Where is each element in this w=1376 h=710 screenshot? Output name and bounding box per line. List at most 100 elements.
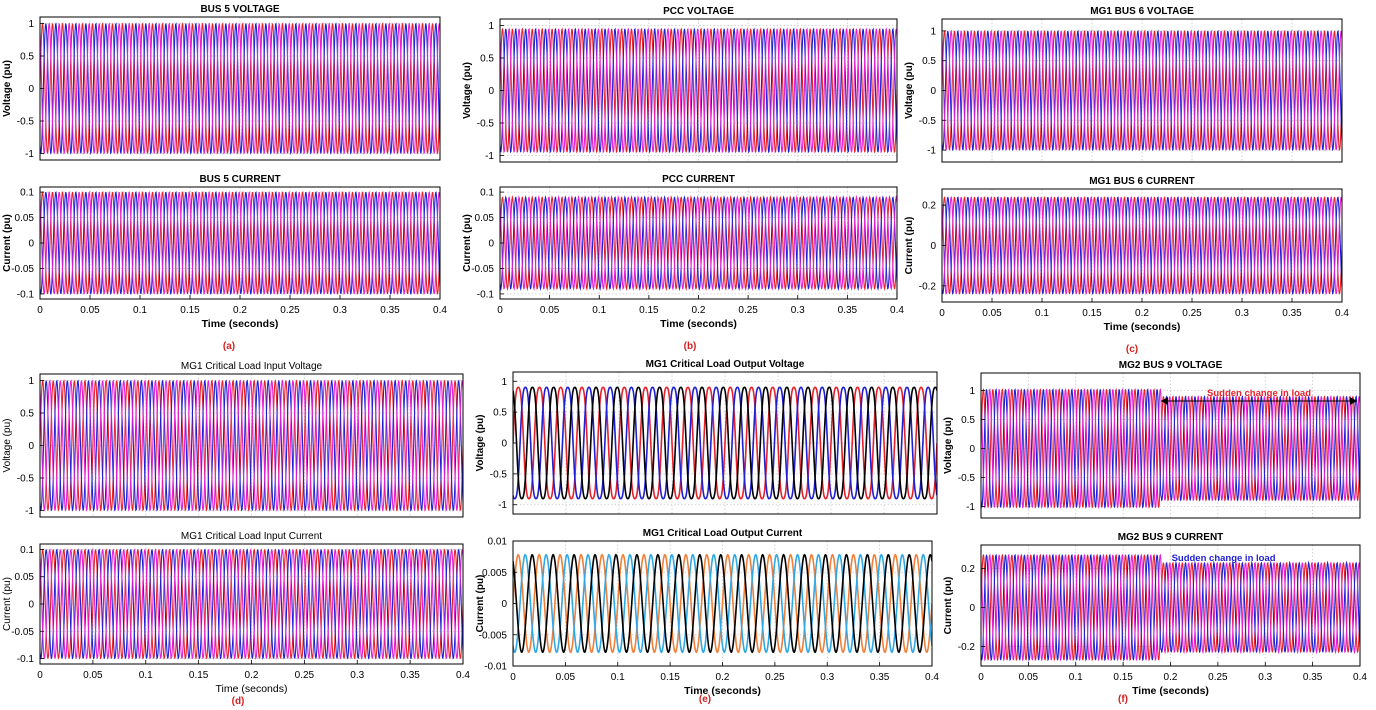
y-tick-label: 0 bbox=[930, 86, 936, 97]
y-tick-label: 0.5 bbox=[922, 56, 936, 67]
series-line-2 bbox=[981, 388, 1360, 509]
y-tick-label: 0.05 bbox=[15, 572, 35, 583]
y-tick-label: -0.5 bbox=[490, 469, 508, 480]
x-tick-label: 0.35 bbox=[400, 670, 420, 681]
y-tick-label: 0 bbox=[28, 441, 34, 452]
x-tick-label: 0.25 bbox=[765, 672, 785, 683]
series-line-2 bbox=[942, 29, 1342, 152]
caption-b: (b) bbox=[684, 341, 697, 352]
y-tick-label: 0.05 bbox=[475, 213, 495, 224]
x-tick-label: 0 bbox=[497, 305, 503, 316]
x-tick-label: 0.3 bbox=[1235, 308, 1249, 319]
y-axis-label: Current (pu) bbox=[2, 577, 13, 631]
x-tick-label: 0 bbox=[510, 672, 516, 683]
x-tick-label: 0.3 bbox=[350, 670, 364, 681]
series-line-3 bbox=[513, 553, 932, 654]
chart-title: BUS 5 VOLTAGE bbox=[200, 4, 279, 15]
x-tick-label: 0.1 bbox=[133, 305, 147, 316]
x-tick-label: 0.3 bbox=[1258, 672, 1272, 683]
x-tick-label: 0.1 bbox=[611, 672, 625, 683]
series-line-2 bbox=[40, 22, 440, 155]
chart-mg2i: -0.2 0 0.2 0 0.05 0.1 0.15 0.2 0.25 0.3 0.35 0.4 MG2… bbox=[943, 532, 1367, 697]
chart-clouti: -0.01 -0.005 0 0.005 0.01 0 0.05 0.1 0.15 0.2 0.25… bbox=[475, 528, 939, 697]
chart-title: PCC VOLTAGE bbox=[663, 6, 734, 17]
y-axis-label: Current (pu) bbox=[2, 214, 13, 272]
x-tick-label: 0.2 bbox=[692, 305, 706, 316]
series-line-3 bbox=[513, 386, 937, 500]
y-axis-label: Voltage (pu) bbox=[2, 419, 13, 473]
x-tick-label: 0.4 bbox=[456, 670, 470, 681]
chart-title: MG1 Critical Load Output Current bbox=[643, 528, 803, 539]
x-tick-label: 0.35 bbox=[838, 305, 858, 316]
x-tick-label: 0.2 bbox=[1135, 308, 1149, 319]
x-axis-label: Time (seconds) bbox=[684, 685, 761, 697]
arrow-head-left bbox=[1161, 397, 1169, 405]
chart-mg1i: -0.2 0 0.2 0 0.05 0.1 0.15 0.2 0.25 0.3 0.35 0.4 MG1… bbox=[904, 176, 1349, 333]
x-tick-label: 0.3 bbox=[791, 305, 805, 316]
y-tick-label: 0.01 bbox=[488, 537, 508, 548]
y-tick-label: 0 bbox=[28, 84, 34, 95]
series-line-3 bbox=[500, 27, 897, 154]
series-line-1 bbox=[40, 548, 463, 660]
y-axis-label: Voltage (pu) bbox=[475, 414, 486, 471]
chart-pccv: -1 -0.5 0 0.5 1 PCC VOLTAGE Voltage (pu) bbox=[462, 6, 898, 163]
y-tick-label: 0.5 bbox=[20, 409, 34, 420]
series-line-1 bbox=[981, 553, 1360, 662]
y-axis-label: Voltage (pu) bbox=[462, 62, 473, 119]
x-tick-label: 0.15 bbox=[639, 305, 659, 316]
x-tick-label: 0.25 bbox=[1208, 672, 1228, 683]
series-line-2 bbox=[40, 379, 463, 512]
x-tick-label: 0.05 bbox=[982, 308, 1002, 319]
x-tick-label: 0.05 bbox=[556, 672, 576, 683]
y-tick-label: 0 bbox=[28, 600, 34, 611]
chart-bus5v: -1 -0.5 0 0.5 1 BUS 5 VOLTAGE Voltage (pu) bbox=[2, 4, 441, 161]
x-tick-label: 0.1 bbox=[139, 670, 153, 681]
series-line-2 bbox=[513, 386, 937, 500]
series-line-3 bbox=[981, 553, 1360, 662]
series-line-2 bbox=[942, 196, 1342, 295]
x-tick-label: 0.2 bbox=[245, 670, 259, 681]
y-tick-label: -0.2 bbox=[919, 281, 937, 292]
y-tick-label: -0.005 bbox=[479, 630, 508, 641]
y-tick-label: 1 bbox=[28, 376, 34, 387]
chart-title: MG1 BUS 6 CURRENT bbox=[1089, 176, 1195, 187]
chart-title: BUS 5 CURRENT bbox=[199, 174, 280, 185]
x-tick-label: 0.35 bbox=[1303, 672, 1323, 683]
y-tick-label: -0.5 bbox=[17, 117, 35, 128]
x-tick-label: 0.4 bbox=[1353, 672, 1367, 683]
series-line-1 bbox=[513, 386, 937, 500]
x-tick-label: 0.3 bbox=[820, 672, 834, 683]
y-axis-label: Voltage (pu) bbox=[2, 60, 13, 117]
chart-title: MG1 BUS 6 VOLTAGE bbox=[1090, 6, 1194, 17]
y-tick-label: -0.1 bbox=[477, 289, 495, 300]
x-tick-label: 0.1 bbox=[592, 305, 606, 316]
y-axis-label: Voltage (pu) bbox=[904, 62, 915, 119]
x-tick-label: 0.05 bbox=[83, 670, 103, 681]
x-tick-label: 0.25 bbox=[738, 305, 758, 316]
y-tick-label: -0.05 bbox=[471, 264, 494, 275]
series-line-2 bbox=[981, 553, 1360, 662]
y-tick-label: 0.05 bbox=[15, 213, 35, 224]
x-tick-label: 0.25 bbox=[280, 305, 300, 316]
series-line-1 bbox=[40, 22, 440, 155]
series-line-1 bbox=[513, 553, 932, 654]
y-tick-label: 0 bbox=[28, 239, 34, 250]
series-line-1 bbox=[981, 388, 1360, 509]
chart-title: MG1 Critical Load Output Voltage bbox=[646, 359, 805, 370]
y-tick-label: -0.05 bbox=[11, 627, 34, 638]
y-tick-label: 1 bbox=[28, 19, 34, 30]
y-tick-label: 0.5 bbox=[493, 408, 507, 419]
x-axis-label: Time (seconds) bbox=[1132, 685, 1209, 697]
y-tick-label: -1 bbox=[25, 149, 34, 160]
chart-title: MG1 Critical Load Input Voltage bbox=[181, 361, 323, 372]
x-tick-label: 0.05 bbox=[540, 305, 560, 316]
y-tick-label: -0.5 bbox=[17, 474, 35, 485]
chart-cloutv: -1 -0.5 0 0.5 1 MG1 Critical Load Output Volt… bbox=[475, 359, 938, 515]
y-tick-label: -1 bbox=[485, 151, 494, 162]
y-tick-label: -1 bbox=[927, 146, 936, 157]
series-line-3 bbox=[40, 548, 463, 660]
y-tick-label: -1 bbox=[498, 500, 507, 511]
x-tick-label: 0.4 bbox=[1335, 308, 1349, 319]
x-tick-label: 0.35 bbox=[380, 305, 400, 316]
x-tick-label: 0.15 bbox=[660, 672, 680, 683]
